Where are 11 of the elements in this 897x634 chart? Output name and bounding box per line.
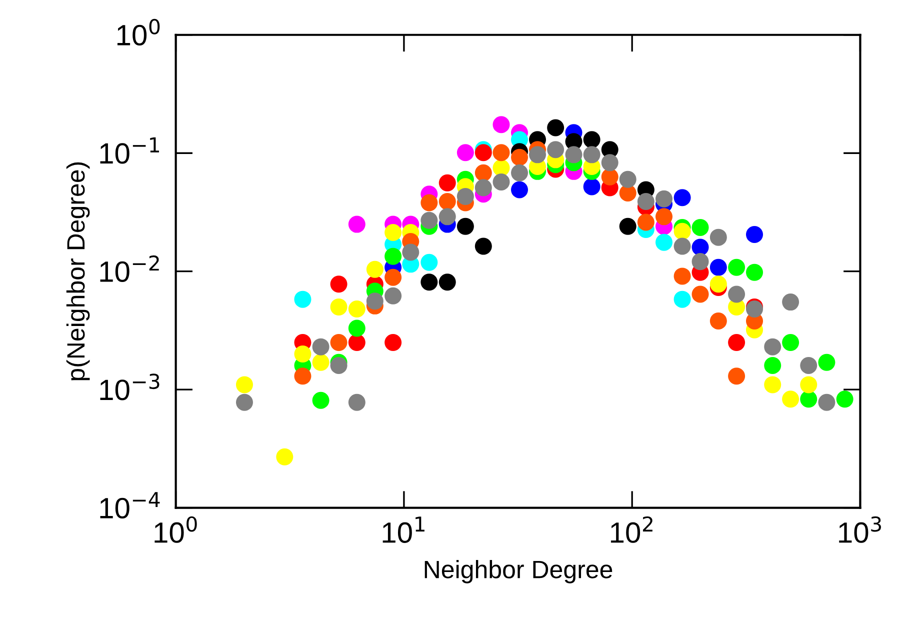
x-tick-label: 10$^{2}$ xyxy=(610,516,652,543)
y-tick-label: 10$^{−3}$ xyxy=(100,374,160,400)
y-tick-label: 10$^{−1}$ xyxy=(100,137,159,164)
x-tick-label: 10$^{0}$ xyxy=(154,516,197,543)
x-axis-title: Neighbor Degree xyxy=(424,560,612,584)
y-tick-label: 10$^{−4}$ xyxy=(100,492,160,518)
y-tick-label: 10$^{0}$ xyxy=(117,18,160,46)
y-axis-title: p(Neighbor Degree) xyxy=(66,162,90,380)
x-tick-label: 10$^{3}$ xyxy=(839,516,881,543)
y-tick-label: 10$^{−2}$ xyxy=(100,255,159,282)
x-tick-label: 10$^{1}$ xyxy=(382,516,424,543)
